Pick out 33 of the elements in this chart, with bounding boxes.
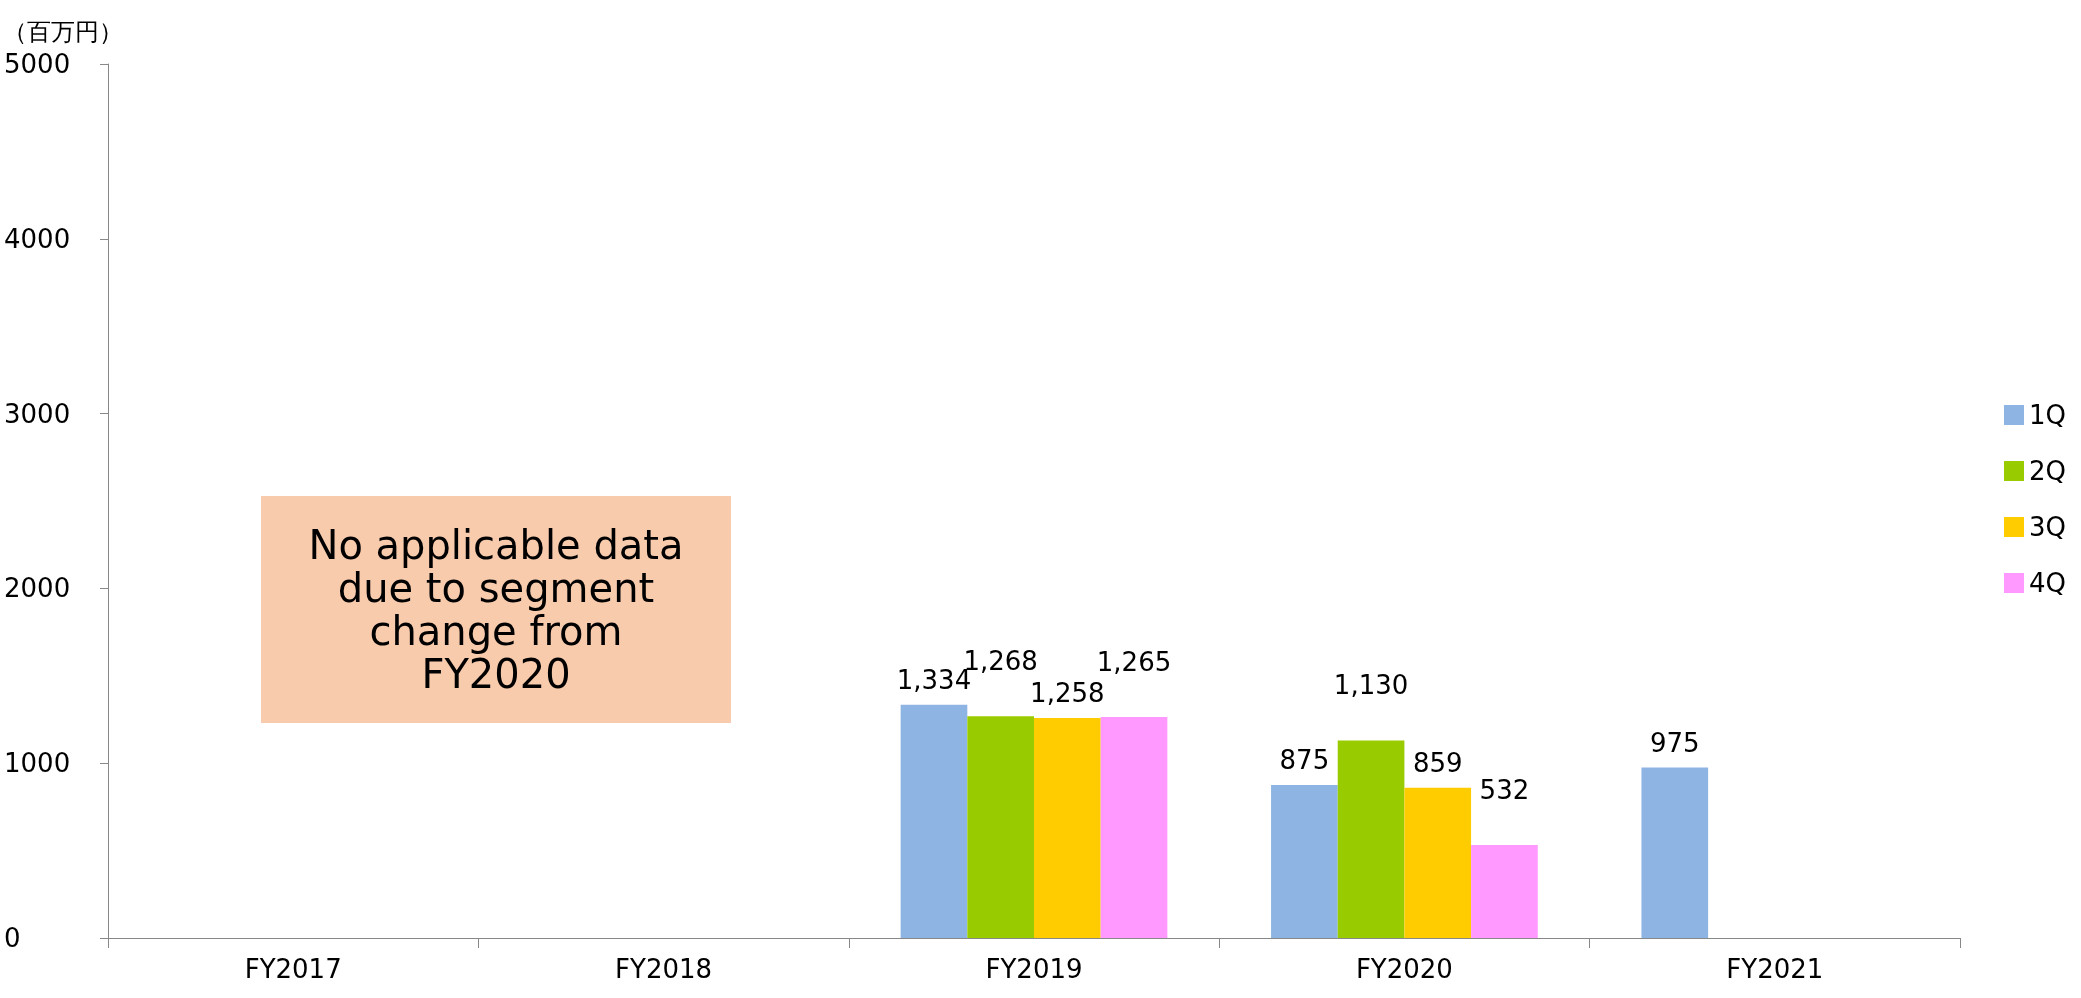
note-box: No applicable data due to segment change from FY2020 [261, 496, 731, 723]
data-label: 532 [1479, 775, 1530, 806]
y-tick-label: 0 [4, 923, 21, 953]
data-label: 975 [1649, 727, 1700, 758]
bar [1034, 718, 1101, 938]
bar [900, 704, 968, 938]
y-tick-label: 2000 [4, 573, 71, 604]
data-label: 1,265 [1096, 646, 1172, 677]
y-axis-title: （百万円） [3, 18, 123, 46]
legend-label: 1Q [2028, 400, 2067, 430]
data-label: 875 [1279, 745, 1330, 776]
x-tick-label: FY2020 [1355, 954, 1453, 984]
data-label: 859 [1412, 747, 1463, 778]
y-tick-label: 1000 [4, 748, 71, 779]
y-tick-label: 4000 [4, 223, 71, 254]
x-tick-label: FY2019 [985, 954, 1083, 984]
legend-label: 3Q [2028, 512, 2067, 542]
y-tick-label: 5000 [4, 49, 71, 79]
bar [1641, 767, 1709, 938]
bar [1337, 740, 1405, 938]
bar [1404, 787, 1472, 938]
x-tick-label: FY2021 [1726, 954, 1824, 984]
bar [1100, 716, 1168, 938]
legend-label: 2Q [2028, 456, 2067, 486]
x-tick-label: FY2017 [244, 954, 342, 984]
bar [1271, 785, 1338, 938]
y-tick-label: 3000 [4, 398, 71, 429]
data-label: 1,258 [1030, 678, 1105, 709]
legend-label: 4Q [2028, 568, 2067, 598]
bar [1471, 845, 1538, 938]
bar [967, 716, 1034, 938]
data-label: 1,130 [1333, 670, 1409, 701]
x-tick-label: FY2018 [615, 954, 713, 984]
